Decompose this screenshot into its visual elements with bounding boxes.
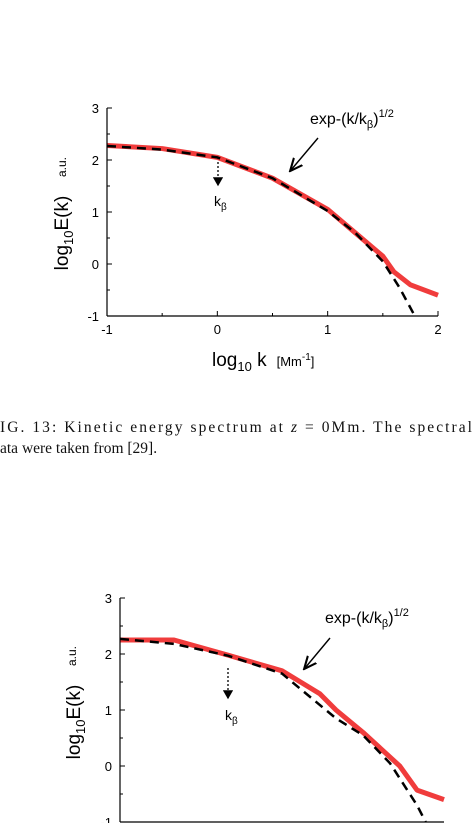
y-axis-units: a.u.	[65, 646, 79, 666]
y-tick-label: 1	[105, 703, 112, 718]
annotation-arrow	[305, 637, 331, 668]
data-line	[120, 637, 445, 802]
y-tick-label: 0	[92, 257, 99, 272]
x-tick-label: 2	[434, 322, 441, 337]
y-axis-label: log10E(k)	[52, 196, 76, 271]
y-axis-label: log10E(k)	[64, 685, 88, 760]
caption-line: ata were taken from [29].	[0, 440, 157, 457]
data-line	[107, 142, 439, 298]
y-tick-label: 2	[105, 647, 112, 662]
y-tick-label: -1	[100, 815, 112, 823]
x-tick-label: 1	[324, 322, 331, 337]
x-tick-label: 0	[214, 322, 221, 337]
y-tick-label: 3	[105, 591, 112, 606]
x-axis-label: log10 k [Mm-1]	[212, 350, 314, 374]
x-tick-label: -1	[101, 322, 113, 337]
k-beta-label: kβ	[214, 193, 227, 213]
caption-line: IG. 13: Kinetic energy spectrum at z = 0…	[0, 419, 472, 436]
annotation-arrow	[291, 137, 319, 170]
annotation: exp-(k/kβ)1/2	[310, 108, 394, 131]
y-tick-label: 1	[92, 205, 99, 220]
annotation: exp-(k/kβ)1/2	[325, 607, 409, 630]
y-tick-label: 2	[92, 153, 99, 168]
y-tick-label: 0	[105, 759, 112, 774]
y-tick-label: -1	[87, 309, 99, 324]
y-tick-label: 3	[92, 101, 99, 116]
k-beta-label: kβ	[225, 707, 238, 727]
y-axis-units: a.u.	[55, 157, 69, 177]
